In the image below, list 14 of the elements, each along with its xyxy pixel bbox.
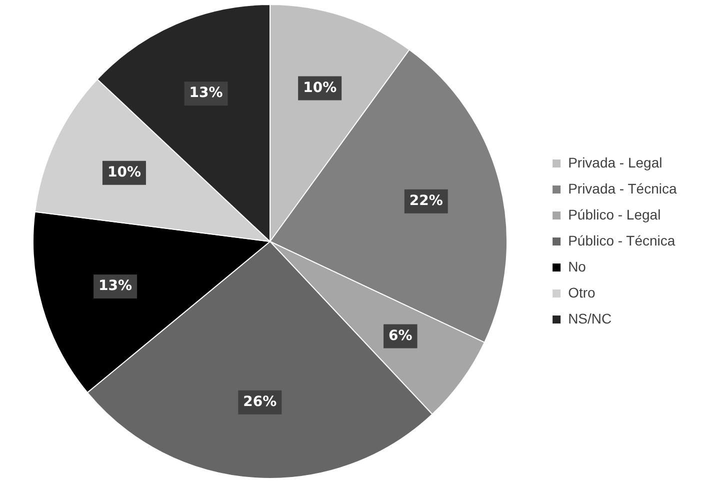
data-label: 26% — [243, 394, 277, 410]
data-label: 10% — [303, 80, 337, 96]
legend-label: Privada - Técnica — [568, 180, 677, 196]
legend-label: Otro — [568, 284, 596, 300]
data-label: 13% — [189, 85, 223, 102]
data-label: 22% — [409, 193, 443, 210]
legend-label: Privada - Legal — [568, 154, 662, 170]
legend-label: Público - Técnica — [568, 232, 676, 248]
data-label: 10% — [107, 164, 141, 181]
legend-label: NS/NC — [568, 310, 612, 326]
legend-label: Público - Legal — [568, 206, 661, 222]
legend-label: No — [568, 258, 586, 274]
data-label: 13% — [98, 278, 132, 294]
data-label: 6% — [388, 328, 412, 344]
